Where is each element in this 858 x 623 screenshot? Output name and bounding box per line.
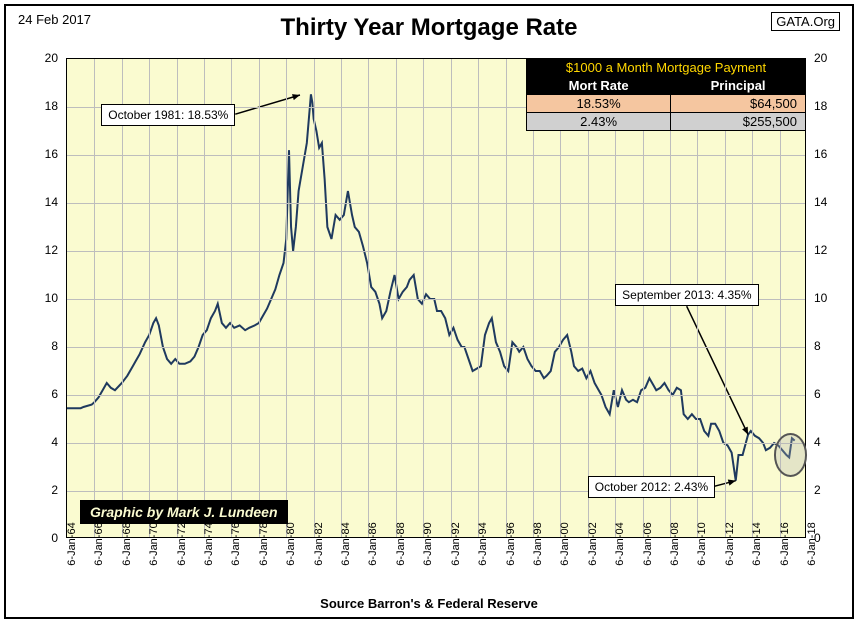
y-tick: 4 xyxy=(28,435,58,449)
x-tick: 6-Jan-70 xyxy=(148,522,160,565)
x-tick: 6-Jan-92 xyxy=(450,522,462,565)
x-tick: 6-Jan-64 xyxy=(66,522,78,565)
x-tick: 6-Jan-12 xyxy=(724,522,736,565)
chart-frame: 24 Feb 2017 GATA.Org Thirty Year Mortgag… xyxy=(4,4,854,619)
credit-box: Graphic by Mark J. Lundeen xyxy=(80,500,288,524)
x-tick: 6-Jan-76 xyxy=(230,522,242,565)
y-tick: 10 xyxy=(814,291,844,305)
x-tick: 6-Jan-80 xyxy=(285,522,297,565)
x-tick: 6-Jan-78 xyxy=(258,522,270,565)
x-tick: 6-Jan-14 xyxy=(751,522,763,565)
y-tick: 2 xyxy=(814,483,844,497)
x-tick: 6-Jan-98 xyxy=(532,522,544,565)
y-tick: 2 xyxy=(28,483,58,497)
y-tick: 18 xyxy=(814,99,844,113)
pt-col-rate: Mort Rate xyxy=(527,77,671,95)
y-tick: 20 xyxy=(28,51,58,65)
pt-rate-0: 18.53% xyxy=(527,95,671,113)
x-tick: 6-Jan-02 xyxy=(587,522,599,565)
x-tick: 6-Jan-96 xyxy=(505,522,517,565)
y-tick: 4 xyxy=(814,435,844,449)
y-tick: 0 xyxy=(814,531,844,545)
x-tick: 6-Jan-74 xyxy=(203,522,215,565)
y-tick: 16 xyxy=(814,147,844,161)
x-tick: 6-Jan-04 xyxy=(614,522,626,565)
x-tick: 6-Jan-06 xyxy=(642,522,654,565)
x-tick: 6-Jan-94 xyxy=(477,522,489,565)
x-tick: 6-Jan-16 xyxy=(779,522,791,565)
x-tick: 6-Jan-18 xyxy=(806,522,818,565)
x-tick: 6-Jan-10 xyxy=(696,522,708,565)
y-tick: 10 xyxy=(28,291,58,305)
y-tick: 12 xyxy=(28,243,58,257)
x-tick: 6-Jan-00 xyxy=(559,522,571,565)
annotation-box: October 2012: 2.43% xyxy=(588,476,715,498)
y-tick: 14 xyxy=(814,195,844,209)
x-tick: 6-Jan-08 xyxy=(669,522,681,565)
pt-rate-1: 2.43% xyxy=(527,113,671,131)
y-tick: 12 xyxy=(814,243,844,257)
y-tick: 8 xyxy=(28,339,58,353)
x-tick: 6-Jan-88 xyxy=(395,522,407,565)
y-tick: 8 xyxy=(814,339,844,353)
x-tick: 6-Jan-86 xyxy=(367,522,379,565)
x-tick: 6-Jan-82 xyxy=(313,522,325,565)
end-marker xyxy=(774,433,807,476)
annotation-box: October 1981: 18.53% xyxy=(101,104,235,126)
source-label: Source Barron's & Federal Reserve xyxy=(6,596,852,611)
y-tick: 20 xyxy=(814,51,844,65)
x-tick: 6-Jan-68 xyxy=(121,522,133,565)
y-tick: 16 xyxy=(28,147,58,161)
x-tick: 6-Jan-72 xyxy=(176,522,188,565)
y-tick: 6 xyxy=(814,387,844,401)
x-tick: 6-Jan-84 xyxy=(340,522,352,565)
payment-table: $1000 a Month Mortgage Payment Mort Rate… xyxy=(526,58,806,131)
y-tick: 0 xyxy=(28,531,58,545)
pt-principal-1: $255,500 xyxy=(671,113,806,131)
y-tick: 14 xyxy=(28,195,58,209)
chart-title: Thirty Year Mortgage Rate xyxy=(6,14,852,42)
pt-principal-0: $64,500 xyxy=(671,95,806,113)
annotation-box: September 2013: 4.35% xyxy=(615,284,758,306)
pt-col-principal: Principal xyxy=(671,77,806,95)
pt-title: $1000 a Month Mortgage Payment xyxy=(527,59,806,77)
y-tick: 18 xyxy=(28,99,58,113)
y-tick: 6 xyxy=(28,387,58,401)
x-tick: 6-Jan-66 xyxy=(93,522,105,565)
x-tick: 6-Jan-90 xyxy=(422,522,434,565)
plot-wrap: October 1981: 18.53% September 2013: 4.35… xyxy=(66,58,806,538)
